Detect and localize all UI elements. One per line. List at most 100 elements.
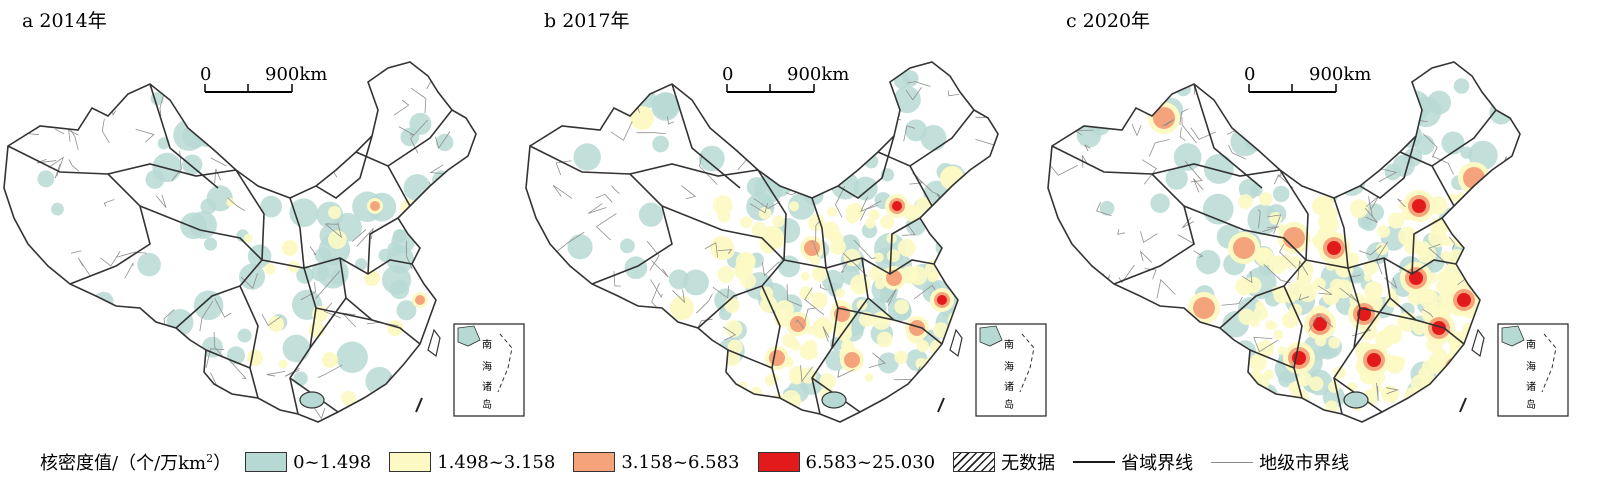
density-blob: [1122, 332, 1140, 351]
density-blob: [1238, 194, 1253, 210]
province-boundary: [889, 217, 921, 275]
inset-label: 南: [482, 338, 492, 351]
density-blob: [914, 387, 930, 403]
density-blob: [308, 321, 325, 338]
density-blob: [1313, 317, 1327, 331]
country-fill: [4, 62, 476, 422]
density-blob: [953, 185, 982, 215]
city-boundary: [753, 198, 781, 209]
density-blob: [341, 390, 357, 406]
city-boundary: [819, 284, 828, 291]
density-blob: [835, 288, 846, 298]
density-blob: [415, 295, 425, 305]
city-boundary: [555, 231, 585, 253]
density-blob: [717, 209, 731, 223]
density-blob: [1495, 242, 1512, 259]
density-blob: [243, 233, 253, 244]
density-blob: [790, 316, 806, 332]
density-blob: [317, 91, 345, 119]
density-blob: [286, 129, 304, 147]
city-boundary: [903, 125, 915, 142]
density-blob: [853, 176, 878, 201]
legend-label: 地级市界线: [1259, 453, 1350, 474]
city-boundary: [1279, 243, 1297, 269]
city-boundary: [36, 158, 57, 164]
density-blob: [221, 124, 253, 156]
city-boundary: [323, 302, 342, 319]
legend-title: 核密度值/（个/万km2）: [40, 452, 232, 474]
density-blob: [788, 192, 815, 220]
province-boundary: [1279, 169, 1309, 261]
city-boundary: [250, 62, 263, 85]
city-boundary: [1491, 292, 1500, 303]
city-boundary: [69, 329, 84, 348]
density-blob: [51, 202, 64, 216]
density-blob: [770, 99, 790, 120]
density-blob: [894, 299, 910, 315]
density-blob: [430, 201, 448, 219]
density-blob: [877, 352, 899, 374]
city-boundary: [750, 126, 766, 135]
density-blob: [1355, 124, 1370, 139]
density-blob: [1333, 366, 1346, 380]
city-boundary: [433, 237, 451, 263]
density-blob: [1453, 78, 1470, 94]
density-blob: [1250, 184, 1263, 197]
city-boundary: [646, 240, 660, 271]
sea-boundary-mark: [415, 397, 423, 413]
density-blob: [1404, 238, 1421, 255]
density-blob: [811, 319, 831, 339]
city-boundary: [70, 250, 82, 254]
density-blob: [404, 360, 420, 376]
city-boundary: [636, 132, 666, 135]
city-boundary: [1148, 139, 1170, 157]
density-blob: [1388, 212, 1405, 229]
city-boundary: [1422, 308, 1434, 318]
density-blob: [926, 360, 942, 376]
city-boundary: [1351, 328, 1372, 337]
density-blob: [1154, 357, 1176, 380]
city-boundary: [616, 82, 631, 97]
city-boundary: [942, 215, 959, 244]
province-boundary: [1353, 297, 1391, 349]
density-blob: [810, 291, 828, 309]
density-blob: [1471, 264, 1481, 275]
density-blob: [418, 390, 427, 399]
density-blob: [893, 86, 921, 114]
city-boundary: [1368, 196, 1373, 217]
density-blob: [1180, 367, 1210, 397]
density-blob: [712, 195, 733, 216]
city-boundary: [1277, 171, 1283, 178]
province-boundary: [1431, 109, 1497, 167]
density-blob: [1377, 224, 1391, 238]
city-boundary: [261, 314, 282, 327]
density-blob: [1273, 329, 1284, 340]
city-boundary: [712, 285, 729, 299]
city-boundary: [1372, 142, 1386, 163]
density-blob: [137, 252, 161, 277]
city-boundary: [1317, 285, 1333, 295]
density-blob: [1418, 367, 1431, 380]
density-blob: [180, 212, 207, 240]
province-boundary: [909, 109, 975, 167]
city-boundary: [1376, 382, 1379, 401]
city-boundary: [1262, 226, 1279, 233]
city-boundary: [1219, 379, 1244, 382]
province-boundary: [367, 217, 399, 275]
city-boundary: [1096, 201, 1112, 217]
density-blob: [204, 237, 218, 251]
city-boundary: [1241, 271, 1253, 284]
legend-swatch: [389, 452, 432, 472]
city-boundary: [1385, 387, 1400, 395]
density-blob: [765, 169, 793, 198]
city-boundary: [1128, 405, 1146, 421]
city-boundary: [1116, 323, 1128, 343]
province-boundaries: [1051, 83, 1497, 415]
city-boundary: [960, 195, 982, 214]
density-blob: [1249, 353, 1267, 372]
density-blob: [1398, 124, 1423, 148]
city-boundary: [116, 251, 147, 258]
density-blob: [201, 336, 223, 358]
city-boundary: [860, 196, 878, 212]
city-boundary: [1081, 154, 1089, 168]
